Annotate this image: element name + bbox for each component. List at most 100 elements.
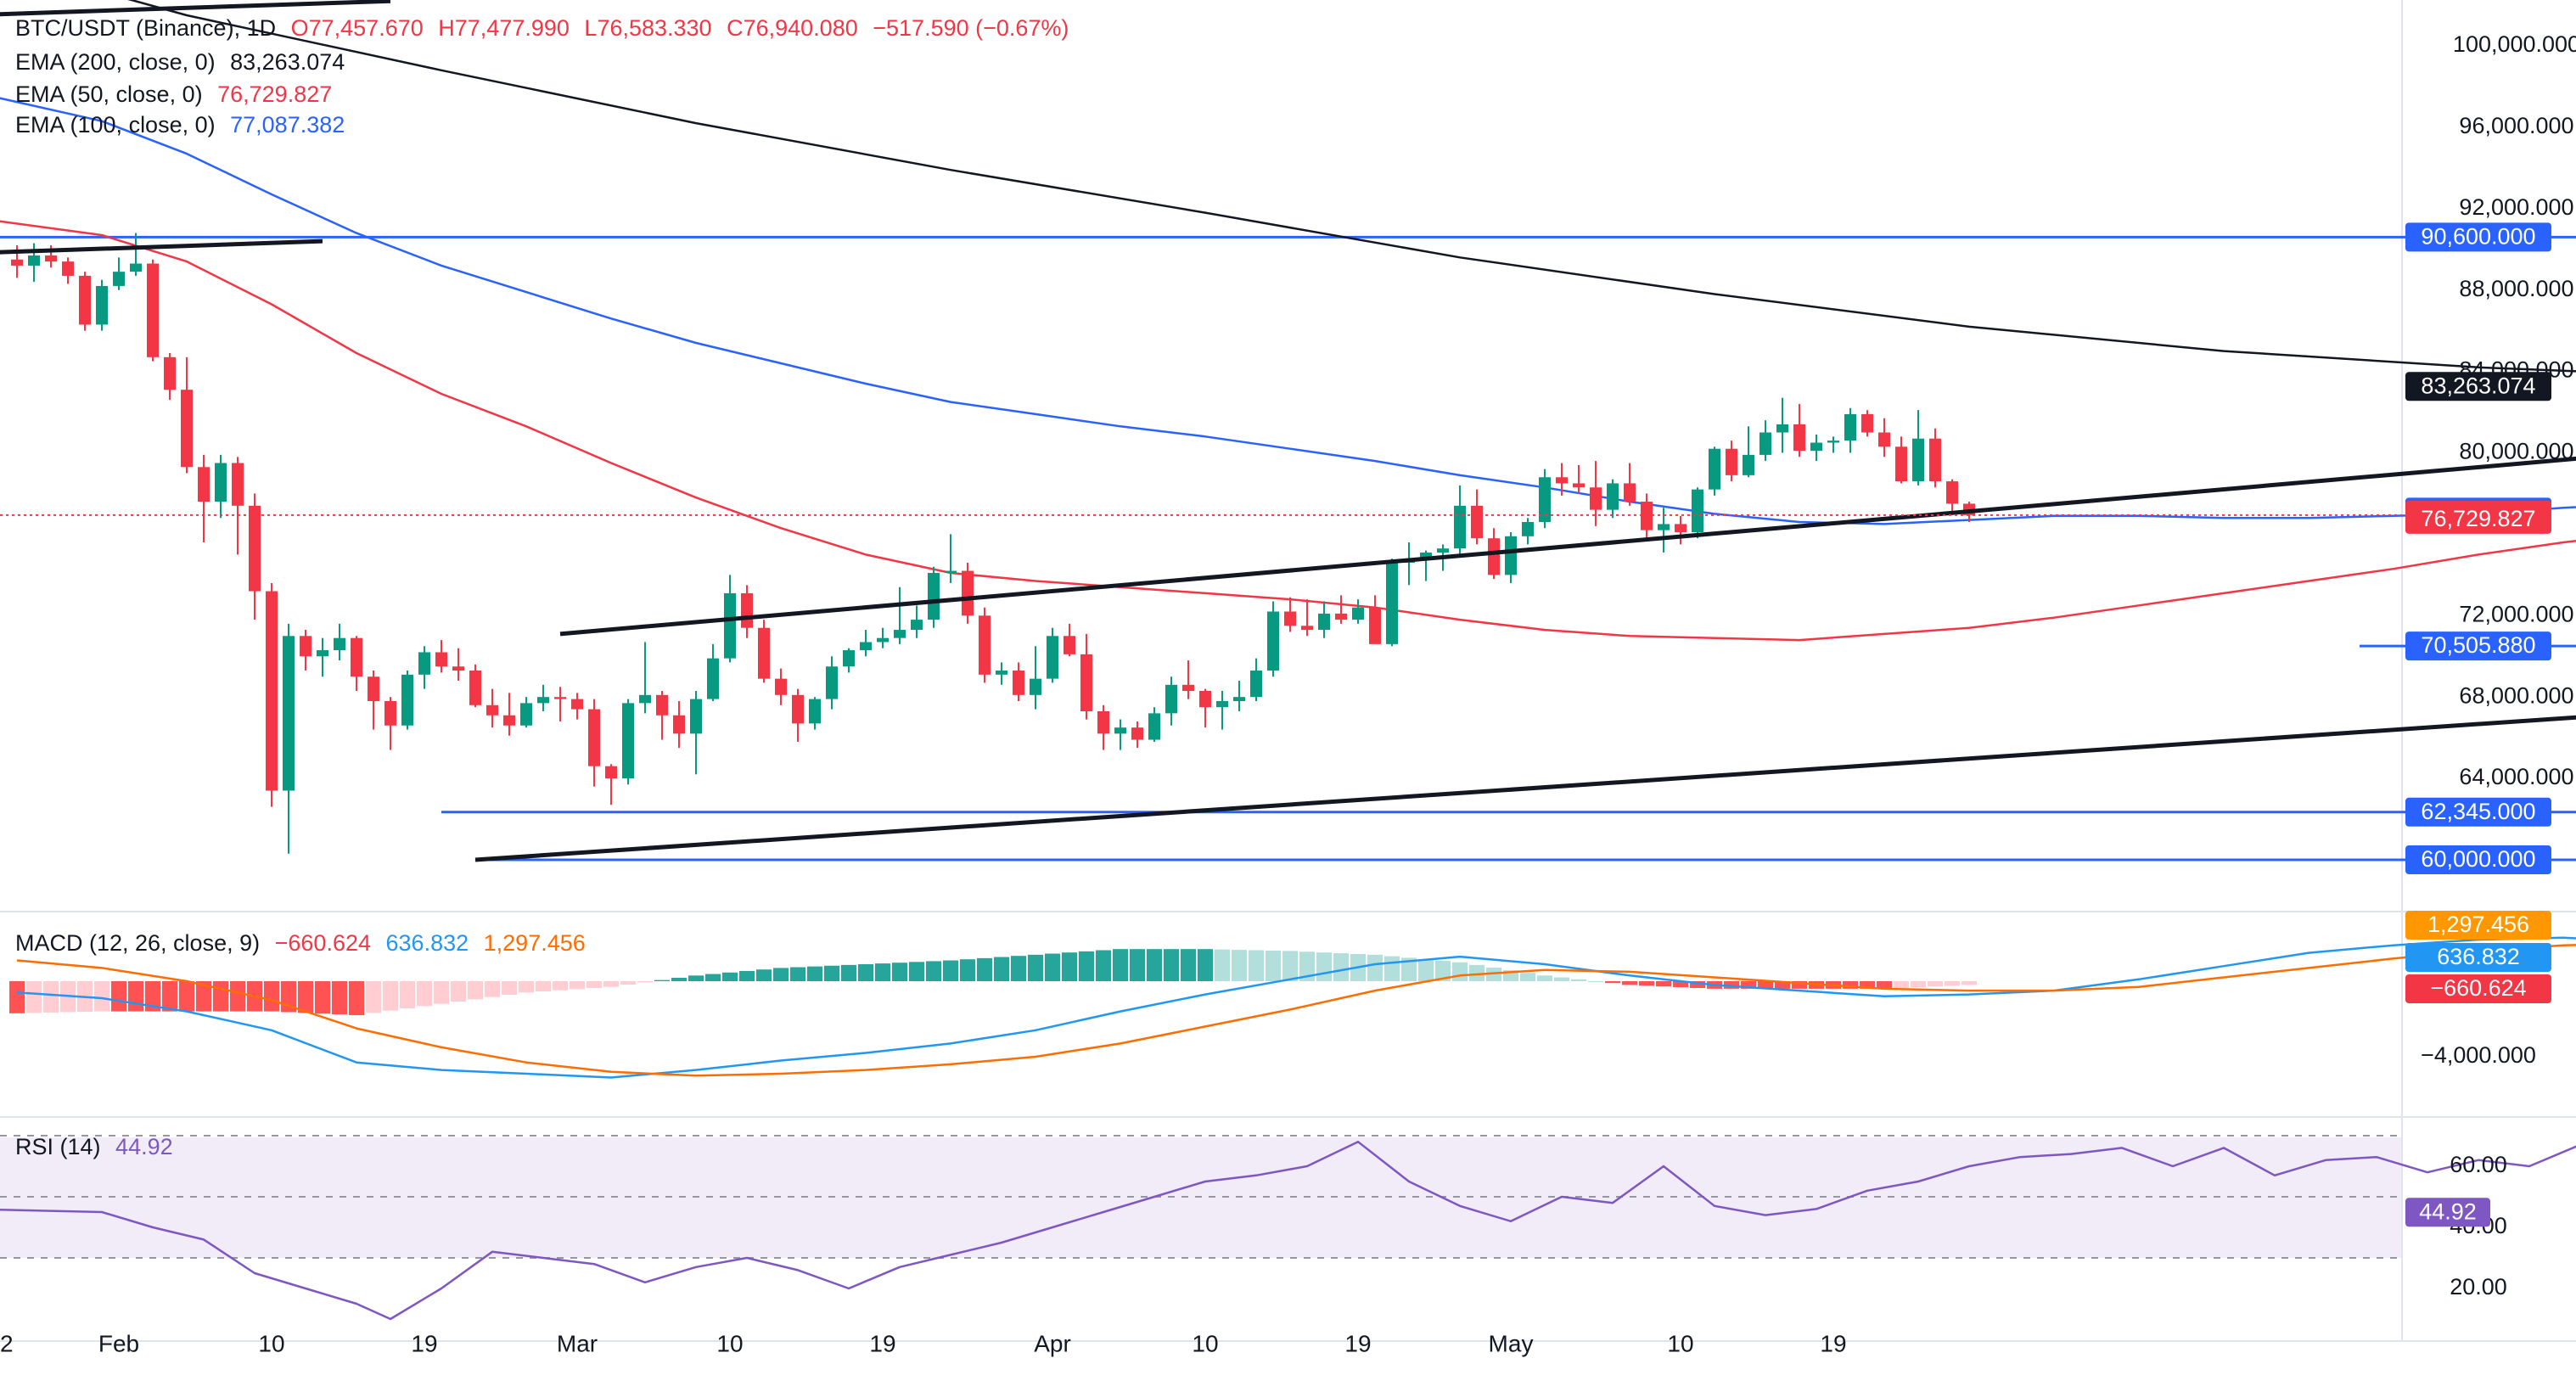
macd-histogram-bar xyxy=(1198,949,1213,981)
symbol-legend: BTC/USDT (Binance), 1D O77,457.670 H77,4… xyxy=(15,14,1077,42)
candle-body xyxy=(1556,477,1568,484)
price-axis-value-label-text: 60,000.000 xyxy=(2421,846,2535,872)
macd-histogram-bar xyxy=(1181,949,1196,981)
macd-histogram-bar xyxy=(1877,981,1892,989)
macd-histogram-bar xyxy=(1418,959,1434,981)
candle-body xyxy=(758,627,770,679)
macd-histogram-bar xyxy=(485,981,500,997)
candle-body xyxy=(1810,442,1822,452)
time-axis-tick: Mar xyxy=(557,1330,598,1356)
macd-histogram-bar xyxy=(536,981,551,992)
macd-histogram-bar xyxy=(756,969,772,981)
macd-histogram-bar xyxy=(1911,981,1926,988)
macd-axis-value-label-text: 1,297.456 xyxy=(2427,912,2529,937)
macd-legend-macd: 636.832 xyxy=(385,930,469,956)
price-axis-tick: 64,000.000 xyxy=(2459,764,2573,789)
macd-histogram-bar xyxy=(1079,951,1094,981)
candle-body xyxy=(809,699,821,724)
candle-body xyxy=(1454,505,1466,549)
candle-body xyxy=(334,637,345,651)
candle-body xyxy=(843,650,855,667)
price-axis-value-label-text: 83,263.074 xyxy=(2421,373,2535,398)
macd-histogram-bar xyxy=(1792,981,1807,989)
candle-body xyxy=(1573,483,1585,488)
macd-histogram-bar xyxy=(111,981,126,1012)
candle-body xyxy=(1827,441,1839,443)
macd-histogram-bar xyxy=(179,981,194,1012)
macd-histogram-bar xyxy=(790,967,805,981)
macd-histogram-bar xyxy=(451,981,466,1002)
macd-histogram-bar xyxy=(383,981,398,1011)
macd-histogram-bar xyxy=(1486,967,1501,981)
macd-histogram-bar xyxy=(824,965,839,981)
candle-body xyxy=(1131,727,1143,740)
candle-body xyxy=(945,570,957,573)
macd-histogram-bar xyxy=(943,960,958,981)
macd-axis-value-label xyxy=(2405,943,2551,972)
candle-body xyxy=(181,390,193,468)
candle-body xyxy=(1199,691,1211,708)
candle-body xyxy=(996,671,1007,675)
time-axis-tick: Feb xyxy=(98,1330,139,1356)
macd-histogram-bar xyxy=(315,981,330,1014)
macd-histogram-bar xyxy=(773,968,789,981)
candle-body xyxy=(486,704,498,716)
price-axis-value-label-text: 76,729.827 xyxy=(2421,506,2535,531)
ema50-line xyxy=(0,220,2576,642)
ema100-legend-label: EMA (100, close, 0) xyxy=(15,112,216,138)
candle-body xyxy=(554,697,566,699)
candle-body xyxy=(401,674,413,726)
macd-histogram-bar xyxy=(264,981,279,1012)
candle-body xyxy=(1743,454,1754,475)
candle-body xyxy=(673,715,685,734)
macd-legend: MACD (12, 26, close, 9) −660.624 636.832… xyxy=(15,929,594,957)
candle-body xyxy=(452,666,464,671)
candle-body xyxy=(113,272,125,286)
candle-body xyxy=(1047,636,1058,679)
candle-body xyxy=(1233,697,1245,701)
candle-body xyxy=(1386,562,1398,644)
candle-body xyxy=(775,678,787,695)
ema200-legend-label: EMA (200, close, 0) xyxy=(15,49,216,75)
candle-body xyxy=(741,592,753,628)
macd-histogram-bar xyxy=(722,972,738,981)
macd-histogram-bar xyxy=(43,981,59,1013)
candle-body xyxy=(571,699,583,710)
candle-body xyxy=(1267,611,1279,671)
macd-histogram-bar xyxy=(1062,952,1077,981)
candle-body xyxy=(894,630,906,638)
price-axis-tick: 80,000.000 xyxy=(2459,439,2573,464)
macd-histogram-bar xyxy=(1469,964,1484,981)
macd-legend-signal: 1,297.456 xyxy=(483,930,586,956)
candle-body xyxy=(1420,552,1432,559)
price-axis-tick: 88,000.000 xyxy=(2459,276,2573,301)
price-axis-value-label-text: 90,600.000 xyxy=(2421,223,2535,249)
rsi-axis-value-label xyxy=(2405,1198,2490,1227)
candle-body xyxy=(622,703,634,779)
ema100-legend: EMA (100, close, 0) 77,087.382 xyxy=(15,110,353,139)
rsi-axis-value-label-text: 44.92 xyxy=(2419,1198,2477,1224)
macd-histogram-bar xyxy=(705,974,721,981)
macd-histogram-bar xyxy=(1520,973,1535,981)
candle-body xyxy=(1844,413,1856,441)
macd-histogram-bar xyxy=(1130,949,1145,981)
price-axis-value-label xyxy=(2405,222,2551,252)
macd-histogram-bar xyxy=(162,981,177,1012)
macd-histogram-bar xyxy=(400,981,415,1009)
macd-histogram-bar xyxy=(1045,953,1060,981)
time-axis-tick: 19 xyxy=(411,1330,437,1356)
macd-histogram-bar xyxy=(1215,949,1230,981)
macd-histogram-bar xyxy=(1741,981,1756,989)
macd-histogram-bar xyxy=(1113,949,1128,981)
macd-histogram-bar xyxy=(1266,950,1281,981)
macd-axis-value-label-text: 636.832 xyxy=(2437,944,2520,969)
candle-body xyxy=(1912,438,1924,482)
candle-body xyxy=(588,709,600,766)
rsi-legend: RSI (14) 44.92 xyxy=(15,1132,182,1161)
trendline xyxy=(474,715,2576,862)
ema200-legend-value: 83,263.074 xyxy=(230,49,345,75)
macd-histogram-bar xyxy=(196,981,211,1012)
candle-body xyxy=(1250,671,1262,698)
macd-histogram-bar xyxy=(1758,981,1773,989)
